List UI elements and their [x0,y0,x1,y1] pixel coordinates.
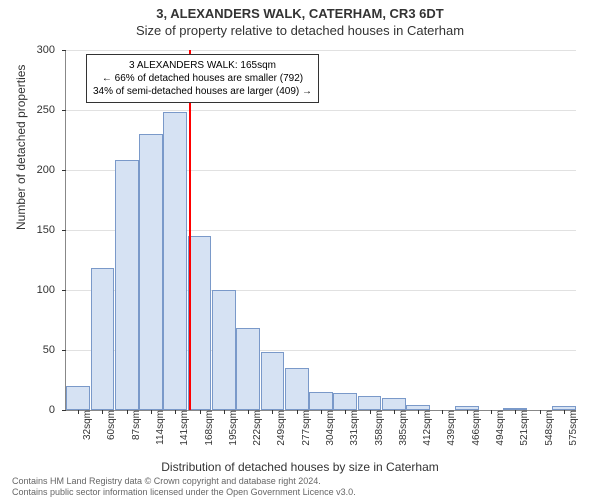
histogram-bar [358,396,382,410]
xtick-mark [102,410,103,414]
gridline [66,50,576,51]
xtick-label: 60sqm [106,410,117,460]
xtick-label: 575sqm [568,410,579,460]
histogram-bar [333,393,357,410]
xtick-label: 87sqm [131,410,142,460]
y-axis-label: Number of detached properties [14,65,28,230]
xtick-label: 439sqm [446,410,457,460]
xtick-mark [442,410,443,414]
ytick-label: 50 [0,344,55,356]
histogram-bar [309,392,333,410]
histogram-bar [285,368,309,410]
xtick-label: 222sqm [252,410,263,460]
xtick-label: 168sqm [204,410,215,460]
xtick-mark [394,410,395,414]
histogram-bar [261,352,285,410]
xtick-mark [418,410,419,414]
xtick-mark [224,410,225,414]
xtick-mark [200,410,201,414]
xtick-mark [127,410,128,414]
xtick-mark [491,410,492,414]
chart-title-address: 3, ALEXANDERS WALK, CATERHAM, CR3 6DT [0,0,600,21]
xtick-label: 141sqm [179,410,190,460]
xtick-label: 385sqm [398,410,409,460]
ytick-mark [62,230,66,231]
footer-attribution: Contains HM Land Registry data © Crown c… [12,476,588,498]
xtick-label: 249sqm [276,410,287,460]
histogram-bar [236,328,260,410]
xtick-label: 331sqm [349,410,360,460]
xtick-label: 494sqm [495,410,506,460]
property-marker-line [189,50,191,410]
histogram-bar [212,290,236,410]
xtick-mark [370,410,371,414]
ytick-label: 200 [0,164,55,176]
histogram-bar [188,236,212,410]
ytick-mark [62,410,66,411]
xtick-mark [78,410,79,414]
ytick-label: 300 [0,44,55,56]
anno-line2: ← 66% of detached houses are smaller (79… [93,72,312,85]
gridline [66,110,576,111]
histogram-bar [163,112,187,410]
x-axis-label: Distribution of detached houses by size … [0,460,600,474]
plot-area: 32sqm60sqm87sqm114sqm141sqm168sqm195sqm2… [65,50,575,410]
xtick-mark [248,410,249,414]
xtick-mark [564,410,565,414]
xtick-mark [540,410,541,414]
ytick-mark [62,350,66,351]
xtick-label: 32sqm [82,410,93,460]
footer-line1: Contains HM Land Registry data © Crown c… [12,476,588,487]
ytick-label: 150 [0,224,55,236]
ytick-label: 0 [0,404,55,416]
xtick-label: 358sqm [374,410,385,460]
footer-line2: Contains public sector information licen… [12,487,588,498]
chart-container: 3, ALEXANDERS WALK, CATERHAM, CR3 6DT Si… [0,0,600,500]
plot-frame: 32sqm60sqm87sqm114sqm141sqm168sqm195sqm2… [65,50,576,411]
ytick-mark [62,290,66,291]
xtick-mark [297,410,298,414]
xtick-label: 548sqm [544,410,555,460]
xtick-label: 412sqm [422,410,433,460]
ytick-label: 100 [0,284,55,296]
histogram-bar [115,160,139,410]
ytick-mark [62,50,66,51]
xtick-mark [321,410,322,414]
chart-title-desc: Size of property relative to detached ho… [0,21,600,38]
xtick-label: 521sqm [519,410,530,460]
xtick-label: 277sqm [301,410,312,460]
ytick-mark [62,110,66,111]
histogram-bar [91,268,115,410]
histogram-bar [139,134,163,410]
ytick-mark [62,170,66,171]
xtick-mark [345,410,346,414]
anno-line3: 34% of semi-detached houses are larger (… [93,85,312,98]
xtick-label: 466sqm [471,410,482,460]
histogram-bar [66,386,90,410]
xtick-mark [151,410,152,414]
xtick-label: 304sqm [325,410,336,460]
annotation-box: 3 ALEXANDERS WALK: 165sqm← 66% of detach… [86,54,319,103]
xtick-label: 195sqm [228,410,239,460]
xtick-mark [272,410,273,414]
xtick-mark [175,410,176,414]
xtick-mark [467,410,468,414]
anno-line1: 3 ALEXANDERS WALK: 165sqm [93,59,312,72]
histogram-bar [382,398,406,410]
xtick-label: 114sqm [155,410,166,460]
ytick-label: 250 [0,104,55,116]
xtick-mark [515,410,516,414]
